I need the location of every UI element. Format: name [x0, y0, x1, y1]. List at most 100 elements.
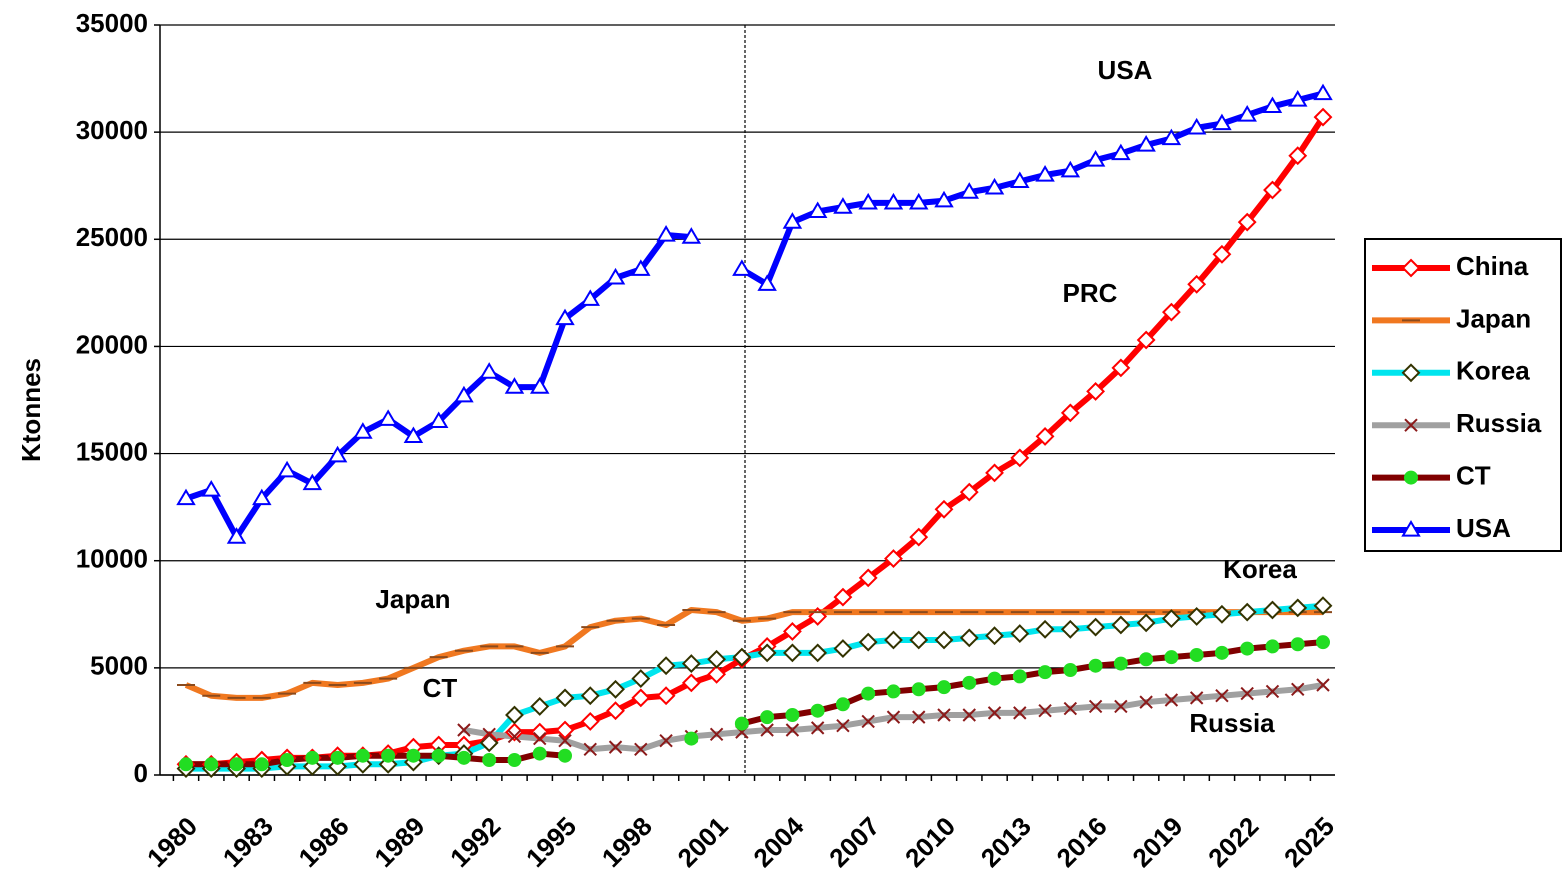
marker [1263, 180, 1282, 200]
marker [709, 727, 724, 741]
marker [507, 729, 522, 744]
marker [1010, 171, 1030, 189]
marker [280, 753, 295, 767]
series-line [185, 90, 1324, 541]
x-tick-label: 2007 [823, 811, 885, 873]
marker [1189, 648, 1204, 662]
marker [732, 259, 752, 276]
annotation: CT [423, 673, 458, 703]
x-tick-label: 2025 [1278, 811, 1340, 873]
y-tick-label: 25000 [76, 222, 148, 252]
marker [1139, 652, 1154, 667]
marker [1189, 691, 1204, 705]
marker [1136, 135, 1156, 152]
marker [1316, 678, 1330, 692]
marker [858, 568, 878, 588]
marker [1263, 600, 1282, 620]
marker [1164, 650, 1179, 665]
marker [226, 527, 247, 544]
marker [1187, 274, 1207, 294]
marker [1313, 83, 1333, 101]
marker [1313, 596, 1333, 616]
y-tick-label: 10000 [76, 544, 148, 574]
annotation: PRC [1063, 278, 1118, 308]
y-tick-label: 35000 [76, 8, 148, 38]
marker [883, 192, 904, 210]
marker [431, 748, 446, 763]
marker [782, 622, 802, 641]
marker [403, 426, 424, 444]
marker [1012, 669, 1027, 684]
marker [934, 630, 954, 650]
marker [1086, 617, 1106, 637]
marker [530, 697, 550, 716]
marker [1114, 699, 1128, 714]
marker [707, 649, 727, 669]
marker [530, 722, 550, 742]
marker [406, 748, 421, 763]
marker [1164, 693, 1179, 707]
marker [1111, 143, 1131, 161]
marker [457, 723, 471, 737]
x-tick-label: 2016 [1051, 811, 1113, 873]
marker [807, 201, 828, 219]
x-tick-label: 2022 [1202, 811, 1264, 873]
marker [204, 757, 219, 772]
marker [555, 308, 575, 326]
marker [1313, 107, 1333, 127]
marker [681, 673, 701, 693]
marker [861, 714, 875, 729]
marker [580, 289, 601, 306]
marker [681, 654, 701, 673]
marker [482, 753, 497, 767]
x-tick-label: 2013 [975, 811, 1037, 873]
legend-label: Korea [1456, 356, 1530, 386]
marker [555, 720, 575, 740]
marker [659, 734, 673, 748]
marker [707, 664, 727, 684]
marker [987, 671, 1002, 686]
x-tick-label: 1998 [596, 811, 658, 873]
marker [277, 460, 297, 478]
marker [959, 182, 980, 199]
marker [1013, 706, 1027, 720]
marker [558, 748, 572, 763]
marker [1088, 658, 1103, 673]
marker [305, 750, 320, 765]
marker [886, 710, 901, 724]
y-axis-label: Ktonnes [16, 358, 46, 462]
marker [353, 422, 373, 439]
marker [456, 750, 471, 765]
marker [785, 708, 800, 722]
marker [836, 719, 850, 733]
marker [608, 740, 623, 754]
marker [684, 731, 699, 746]
marker [985, 626, 1004, 646]
y-tick-label: 30000 [76, 115, 148, 145]
marker [833, 587, 853, 607]
marker [1010, 448, 1030, 468]
x-tick-label: 1995 [520, 811, 582, 873]
marker [1237, 105, 1257, 122]
marker [1060, 160, 1081, 178]
marker [505, 722, 524, 742]
marker [884, 630, 903, 650]
marker [378, 409, 398, 426]
marker [606, 679, 625, 699]
x-tick-label: 1983 [217, 811, 279, 873]
marker [533, 731, 547, 746]
annotation: Japan [375, 584, 450, 614]
marker [507, 753, 522, 767]
marker [1401, 363, 1421, 383]
marker [229, 757, 244, 772]
marker [760, 710, 775, 725]
marker [454, 385, 474, 403]
marker [962, 708, 976, 722]
marker [833, 197, 853, 214]
marker [835, 697, 850, 712]
marker [555, 688, 575, 708]
marker [782, 643, 802, 663]
marker [580, 712, 600, 731]
